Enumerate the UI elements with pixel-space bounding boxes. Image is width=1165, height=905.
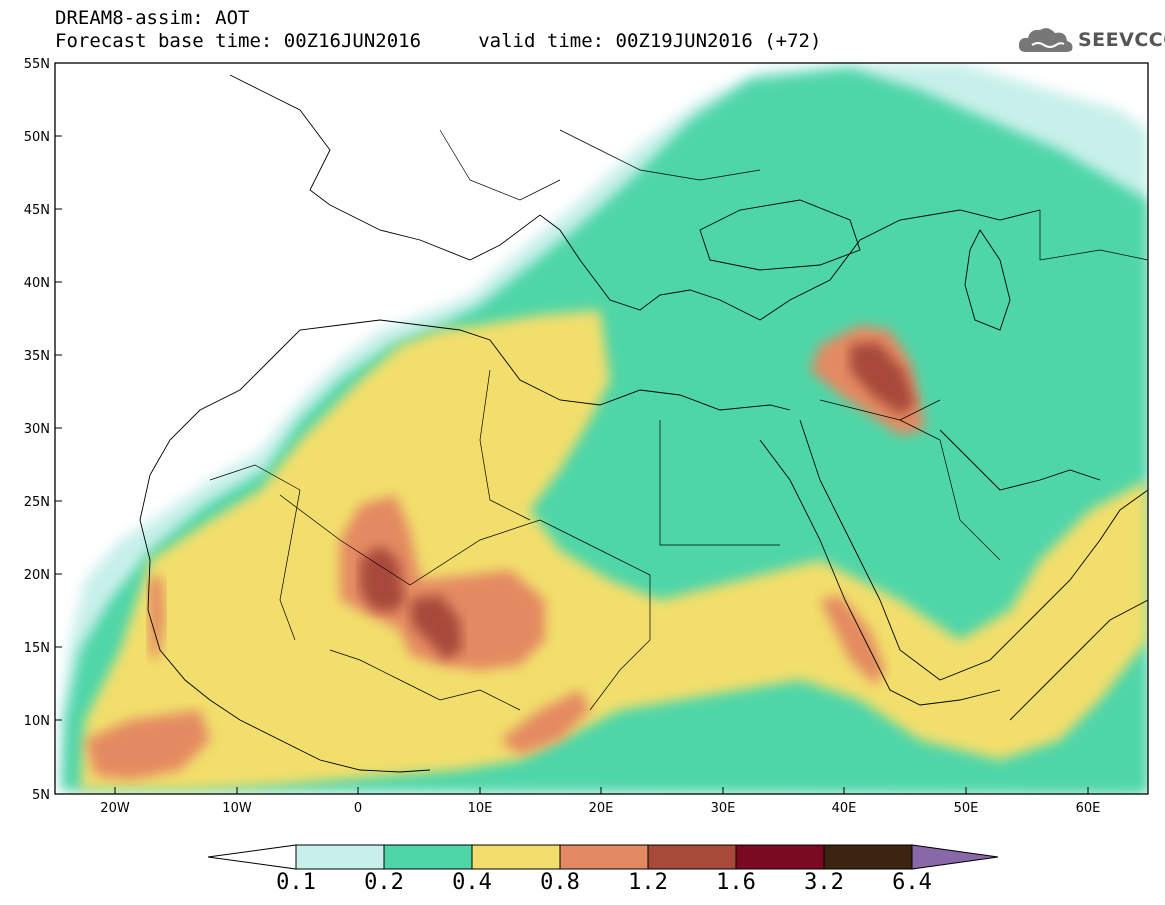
colorbar-cell [295, 844, 385, 870]
coastline-persian-gulf [939, 429, 1101, 491]
coastline-west-africa [139, 474, 431, 773]
aot-zone-1.2 [410, 595, 462, 660]
lat-label: 20N [24, 568, 50, 583]
colorbar-label: 6.4 [892, 870, 932, 895]
border-line [209, 464, 301, 641]
colorbar-label: 0.2 [364, 870, 404, 895]
colorbar-low-arrow [207, 844, 297, 870]
coastline-caspian [964, 229, 1011, 331]
lat-label: 40N [24, 276, 50, 291]
forecast-time-line: Forecast base time: 00Z16JUN2016 valid t… [55, 30, 822, 52]
lat-label: 30N [24, 422, 50, 437]
lat-label: 5N [32, 788, 50, 803]
map-title: DREAM8-assim: AOT [55, 7, 250, 29]
colorbar-cell [647, 844, 737, 870]
cloud-icon [1018, 28, 1073, 52]
border-line [439, 129, 561, 201]
lon-label: 10W [222, 801, 252, 816]
lat-label: 45N [24, 203, 50, 218]
colorbar-label: 1.2 [628, 870, 668, 895]
lat-label: 15N [24, 641, 50, 656]
colorbar-high-arrow [911, 844, 999, 870]
axis-ticks [55, 62, 1089, 794]
lon-label: 60E [1076, 801, 1101, 816]
colorbar-label: 0.8 [540, 870, 580, 895]
border-line [329, 649, 521, 711]
border-line [479, 369, 531, 521]
lon-label: 50E [954, 801, 979, 816]
border-line [819, 399, 941, 421]
latitude-labels: 55N 50N 45N 40N 35N 30N 25N 20N 15N 10N … [24, 57, 50, 803]
lon-label: 20W [100, 801, 130, 816]
aot-zone-1.2 [360, 545, 405, 612]
lon-label: 0 [354, 801, 362, 816]
border-line [589, 575, 651, 711]
border-line [899, 419, 1001, 561]
lat-label: 50N [24, 130, 50, 145]
lon-label: 20E [589, 801, 614, 816]
lon-label: 10E [468, 801, 493, 816]
colorbar-label: 1.6 [716, 870, 756, 895]
colorbar-label: 0.4 [452, 870, 492, 895]
colorbar-cell [559, 844, 649, 870]
lon-label: 30E [711, 801, 736, 816]
coastline-arabia [799, 419, 1148, 681]
coastline-europe [229, 74, 1041, 321]
coastline-red-sea [759, 439, 1001, 706]
border-line [279, 494, 651, 586]
lat-label: 55N [24, 57, 50, 72]
lat-label: 35N [24, 349, 50, 364]
colorbar-label: 3.2 [804, 870, 844, 895]
aot-zone-0.8 [148, 575, 165, 660]
colorbar-cell [735, 844, 825, 870]
logo-text: SEEVCCC [1078, 29, 1165, 51]
colorbar [207, 844, 999, 870]
coastline-black-sea [699, 199, 861, 271]
colorbar-cell [383, 844, 473, 870]
aot-zone-0.8 [500, 690, 590, 755]
longitude-labels: 20W 10W 0 10E 20E 30E 40E 50E 60E [100, 801, 1100, 816]
border-line [659, 420, 780, 546]
aot-zone-0.8 [820, 595, 885, 685]
border-line [1039, 210, 1148, 261]
seevccc-logo: SEEVCCC [1018, 24, 1165, 56]
colorbar-cell [471, 844, 561, 870]
lat-label: 10N [24, 714, 50, 729]
aot-zone-0.8 [340, 495, 545, 670]
aot-zone-0.8 [85, 710, 210, 780]
coastlines [139, 74, 1148, 773]
lat-label: 25N [24, 495, 50, 510]
coastline-arabian-sea-coast [1009, 599, 1148, 721]
aot-field [55, 63, 1148, 794]
borders [209, 129, 1148, 711]
aot-zone-1.2 [850, 342, 915, 415]
colorbar-label: 0.1 [276, 870, 316, 895]
lon-label: 40E [832, 801, 857, 816]
border-line [559, 129, 761, 181]
colorbar-cell [823, 844, 913, 870]
coastline-north-africa [149, 319, 791, 476]
